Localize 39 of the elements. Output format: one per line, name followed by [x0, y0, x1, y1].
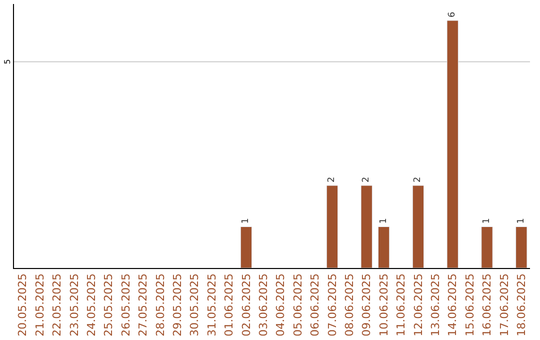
x-tick-label: 27.05.2025	[136, 273, 150, 336]
x-tick-label: 03.06.2025	[256, 273, 270, 336]
data-label: 2	[327, 176, 338, 182]
data-label: 6	[448, 12, 458, 18]
x-tick-label: 22.05.2025	[50, 273, 64, 336]
x-tick-label: 16.06.2025	[480, 273, 494, 336]
x-tick-label: 14.06.2025	[446, 273, 460, 336]
ref-line-label: 5	[2, 59, 12, 64]
x-tick-label: 08.06.2025	[342, 273, 356, 336]
data-label: 2	[413, 176, 424, 182]
x-tick-label: 25.05.2025	[102, 273, 116, 336]
x-tick-label: 15.06.2025	[463, 273, 476, 336]
x-tick-label: 07.06.2025	[326, 273, 339, 336]
x-tick-label: 20.05.2025	[16, 273, 30, 336]
x-tick-label: 21.05.2025	[33, 273, 46, 336]
data-label: 1	[378, 218, 389, 224]
data-label: 1	[482, 218, 492, 224]
data-label: 1	[516, 218, 526, 224]
x-tick-label: 13.06.2025	[428, 273, 442, 336]
x-tick-label: 06.06.2025	[308, 273, 322, 336]
x-tick-label: 02.06.2025	[240, 273, 253, 336]
x-tick-label: 29.05.2025	[170, 273, 184, 336]
x-tick-label: 04.06.2025	[274, 273, 288, 336]
x-tick-label: 09.06.2025	[360, 273, 374, 336]
x-tick-label: 30.05.2025	[188, 273, 202, 336]
x-tick-label: 28.05.2025	[154, 273, 167, 336]
x-tick-label: 24.05.2025	[84, 273, 98, 336]
x-tick-label: 18.06.2025	[514, 273, 528, 336]
data-label: 1	[241, 218, 252, 224]
x-tick-label: 01.06.2025	[222, 273, 236, 336]
data-label: 2	[362, 176, 372, 182]
x-tick-label: 12.06.2025	[412, 273, 425, 336]
x-tick-label: 05.06.2025	[291, 273, 304, 336]
x-tick-label: 10.06.2025	[377, 273, 390, 336]
x-tick-label: 26.05.2025	[119, 273, 132, 336]
x-tick-label: 23.05.2025	[68, 273, 81, 336]
x-tick-label: 31.05.2025	[205, 273, 218, 336]
x-tick-label: 11.06.2025	[394, 273, 408, 336]
x-tick-label: 17.06.2025	[498, 273, 511, 336]
